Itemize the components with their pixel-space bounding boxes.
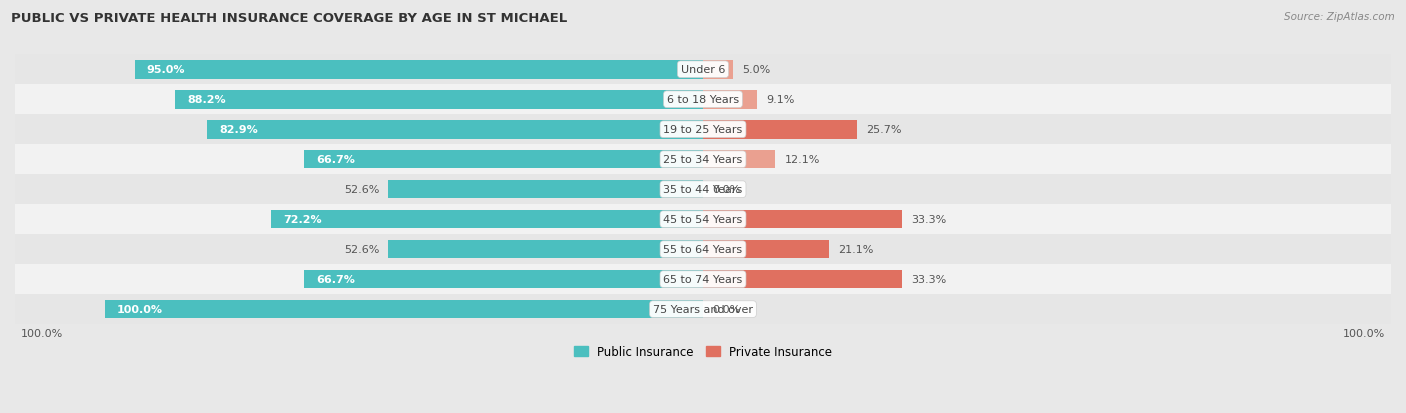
Bar [15, 205, 1391, 235]
Text: 12.1%: 12.1% [785, 155, 820, 165]
Text: 19 to 25 Years: 19 to 25 Years [664, 125, 742, 135]
Bar [135, 61, 703, 79]
Bar [304, 270, 703, 289]
Text: 100.0%: 100.0% [21, 328, 63, 338]
Bar [703, 210, 903, 229]
Text: 6 to 18 Years: 6 to 18 Years [666, 95, 740, 105]
Text: 45 to 54 Years: 45 to 54 Years [664, 215, 742, 225]
Bar [388, 180, 703, 199]
Bar [703, 91, 758, 109]
Bar [703, 121, 856, 139]
Bar [15, 115, 1391, 145]
Text: 21.1%: 21.1% [838, 244, 873, 254]
Bar [15, 264, 1391, 294]
Text: 65 to 74 Years: 65 to 74 Years [664, 275, 742, 285]
Text: Under 6: Under 6 [681, 65, 725, 75]
Bar [271, 210, 703, 229]
Bar [15, 235, 1391, 264]
Text: 9.1%: 9.1% [766, 95, 794, 105]
Text: 33.3%: 33.3% [911, 275, 946, 285]
Legend: Public Insurance, Private Insurance: Public Insurance, Private Insurance [569, 340, 837, 363]
Bar [176, 91, 703, 109]
Text: 100.0%: 100.0% [117, 304, 163, 314]
Text: PUBLIC VS PRIVATE HEALTH INSURANCE COVERAGE BY AGE IN ST MICHAEL: PUBLIC VS PRIVATE HEALTH INSURANCE COVER… [11, 12, 568, 25]
Bar [104, 300, 703, 319]
Text: 52.6%: 52.6% [344, 185, 380, 195]
Bar [703, 61, 733, 79]
Bar [15, 145, 1391, 175]
Text: 55 to 64 Years: 55 to 64 Years [664, 244, 742, 254]
Text: Source: ZipAtlas.com: Source: ZipAtlas.com [1284, 12, 1395, 22]
Text: 75 Years and over: 75 Years and over [652, 304, 754, 314]
Bar [15, 294, 1391, 324]
Text: 95.0%: 95.0% [146, 65, 186, 75]
Text: 5.0%: 5.0% [742, 65, 770, 75]
Bar [388, 240, 703, 259]
Text: 25 to 34 Years: 25 to 34 Years [664, 155, 742, 165]
Text: 33.3%: 33.3% [911, 215, 946, 225]
Bar [703, 240, 830, 259]
Text: 100.0%: 100.0% [1343, 328, 1385, 338]
Bar [304, 151, 703, 169]
Bar [15, 55, 1391, 85]
Text: 25.7%: 25.7% [866, 125, 901, 135]
Bar [15, 175, 1391, 205]
Bar [15, 85, 1391, 115]
Text: 82.9%: 82.9% [219, 125, 257, 135]
Text: 52.6%: 52.6% [344, 244, 380, 254]
Text: 66.7%: 66.7% [316, 155, 354, 165]
Bar [703, 151, 775, 169]
Text: 35 to 44 Years: 35 to 44 Years [664, 185, 742, 195]
Text: 0.0%: 0.0% [711, 185, 740, 195]
Text: 72.2%: 72.2% [283, 215, 322, 225]
Text: 0.0%: 0.0% [711, 304, 740, 314]
Text: 66.7%: 66.7% [316, 275, 354, 285]
Bar [703, 270, 903, 289]
Bar [207, 121, 703, 139]
Text: 88.2%: 88.2% [187, 95, 226, 105]
